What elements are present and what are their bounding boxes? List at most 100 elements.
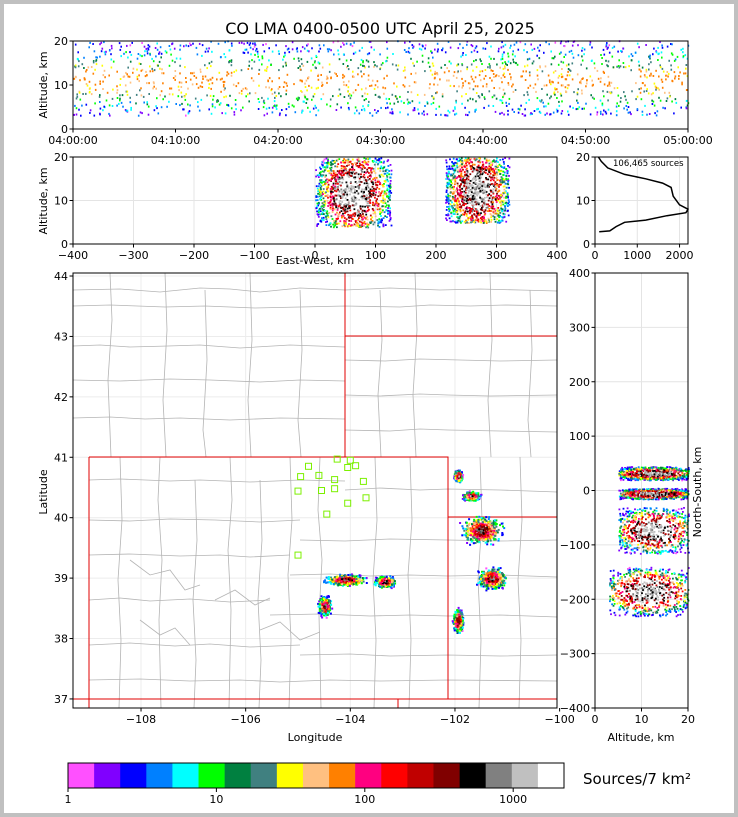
- ns-height-ytick-label: 300: [569, 321, 590, 334]
- time-height-xtick-label: 04:00:00: [48, 134, 97, 147]
- colorbar-swatch: [433, 763, 460, 788]
- plan-view-ytick-label: 41: [54, 451, 68, 464]
- colorbar-swatch: [407, 763, 434, 788]
- colorbar-tick-label: 100: [354, 793, 375, 806]
- ns-height-ytick-label: 400: [569, 267, 590, 280]
- plan-view-ytick-label: 40: [54, 512, 68, 525]
- ew-height-xtick-label: −100: [239, 249, 269, 262]
- plan-view-panel: −108 −106 −104 −102 −100 37 38 39 40 41 42 43 44 Lat…: [37, 270, 575, 744]
- altitude-histogram-panel: 106,465 sources 0 1000 2000 0 10 20: [576, 151, 694, 262]
- time-height-xtick-label: 04:20:00: [253, 134, 302, 147]
- ew-height-xtick-label: −400: [58, 249, 88, 262]
- ns-height-panel: 0 10 20 −400 −300 −200 −100 0 100 200 300 400 North…: [560, 267, 704, 744]
- histogram-xtick-label: 2000: [666, 249, 694, 262]
- ns-height-xtick-label: 10: [635, 713, 649, 726]
- plan-view-ytick-label: 38: [54, 633, 68, 646]
- plan-view-ytick-label: 39: [54, 572, 68, 585]
- station-marker: [297, 473, 305, 481]
- station-marker: [331, 476, 339, 484]
- colorbar-swatch: [511, 763, 539, 788]
- colorbar-tick-label: 1: [65, 793, 72, 806]
- station-marker: [315, 471, 323, 479]
- ns-height-xtick-label: 0: [592, 713, 599, 726]
- ew-height-ytick-label: 20: [54, 151, 68, 164]
- colorbar-swatch: [329, 763, 356, 788]
- colorbar-swatch: [198, 763, 225, 788]
- station-marker: [331, 485, 339, 493]
- histogram-ytick-label: 20: [576, 151, 590, 164]
- ew-height-xtick-label: −200: [179, 249, 209, 262]
- colorbar-swatch: [120, 763, 147, 788]
- station-marker: [333, 455, 341, 463]
- plan-view-xtick-label: −108: [126, 713, 156, 726]
- colorbar-swatch: [68, 763, 95, 788]
- time-height-data: [73, 40, 690, 117]
- colorbar-frame: [67, 762, 565, 789]
- colorbar-swatch: [224, 763, 252, 788]
- histogram-ytick-label: 10: [576, 195, 590, 208]
- time-height-panel: 04:00:00 04:10:00 04:20:00 04:30:00 04:40:00…: [37, 35, 713, 147]
- histogram-xtick-label: 1000: [623, 249, 651, 262]
- colorbar-swatch: [459, 763, 486, 788]
- colorbar-swatch: [276, 763, 304, 788]
- ns-height-ytick-label: 200: [569, 376, 590, 389]
- ns-height-ytick-label: 0: [583, 485, 590, 498]
- ew-height-xtick-label: 200: [426, 249, 447, 262]
- time-height-ytick-label: 20: [54, 35, 68, 48]
- station-marker: [305, 462, 312, 470]
- altitude-profile-line: [597, 156, 690, 233]
- plan-view-ytick-label: 42: [54, 391, 68, 404]
- ew-height-data: [315, 157, 511, 229]
- colorbar-swatch: [537, 763, 565, 788]
- ns-height-ylabel: North-South, km: [691, 447, 704, 538]
- colorbar-swatch: [355, 763, 382, 788]
- ns-height-xtick-label: 20: [681, 713, 695, 726]
- ew-height-xlabel: East-West, km: [276, 254, 354, 267]
- time-height-ylabel: Altitude, km: [37, 51, 50, 118]
- plan-view-xtick-label: −100: [545, 713, 575, 726]
- colorbar-swatch: [172, 763, 199, 788]
- lma-figure: CO LMA 0400-0500 UTC April 25, 2025 04:0…: [37, 19, 713, 806]
- plan-view-data: [317, 469, 507, 634]
- station-marker: [294, 551, 302, 559]
- time-height-xtick-label: 04:30:00: [356, 134, 405, 147]
- state-borders: [73, 273, 557, 708]
- ew-height-xtick-label: −300: [118, 249, 148, 262]
- station-marker: [346, 456, 354, 464]
- plan-view-ylabel: Latitude: [37, 469, 50, 515]
- ns-height-xlabel: Altitude, km: [607, 731, 674, 744]
- ew-height-xtick-label: 300: [486, 249, 507, 262]
- plan-view-xtick-label: −102: [440, 713, 470, 726]
- colorbar-swatch: [146, 763, 173, 788]
- ew-height-ylabel: Altitude, km: [37, 167, 50, 234]
- plan-view-xtick-label: −104: [335, 713, 365, 726]
- ns-height-ytick-label: −200: [560, 593, 590, 606]
- plan-view-ytick-label: 43: [54, 330, 68, 343]
- time-height-ytick-label: 10: [54, 79, 68, 92]
- time-height-xtick-label: 04:50:00: [561, 134, 610, 147]
- colorbar-swatch: [94, 763, 121, 788]
- colorbar-tick-label: 1000: [499, 793, 527, 806]
- colorbar-tick-label: 10: [209, 793, 223, 806]
- plan-view-frame: [72, 272, 558, 709]
- plan-view-xtick-label: −106: [231, 713, 261, 726]
- source-count-label: 106,465 sources: [613, 159, 684, 169]
- time-height-ytick-label: 0: [61, 123, 68, 136]
- time-height-area: [73, 41, 688, 129]
- colorbar-swatch: [302, 763, 330, 788]
- colorbar-swatch: [250, 763, 278, 788]
- ns-height-ytick-label: 100: [569, 430, 590, 443]
- ns-height-ytick-label: −400: [560, 702, 590, 715]
- ew-height-ytick-label: 10: [54, 195, 68, 208]
- station-marker: [359, 477, 367, 485]
- station-markers: [294, 455, 370, 559]
- colorbar: 1 10 100 1000 Sources/7 km²: [65, 762, 691, 806]
- plan-view-xlabel: Longitude: [288, 731, 343, 744]
- ew-height-xtick-label: 400: [547, 249, 568, 262]
- ew-height-xtick-label: 0: [312, 249, 319, 262]
- station-marker: [362, 494, 370, 502]
- station-marker: [318, 487, 325, 494]
- histogram-xtick-label: 0: [592, 249, 599, 262]
- time-height-xtick-label: 04:40:00: [458, 134, 507, 147]
- plan-view-ytick-label: 37: [54, 693, 68, 706]
